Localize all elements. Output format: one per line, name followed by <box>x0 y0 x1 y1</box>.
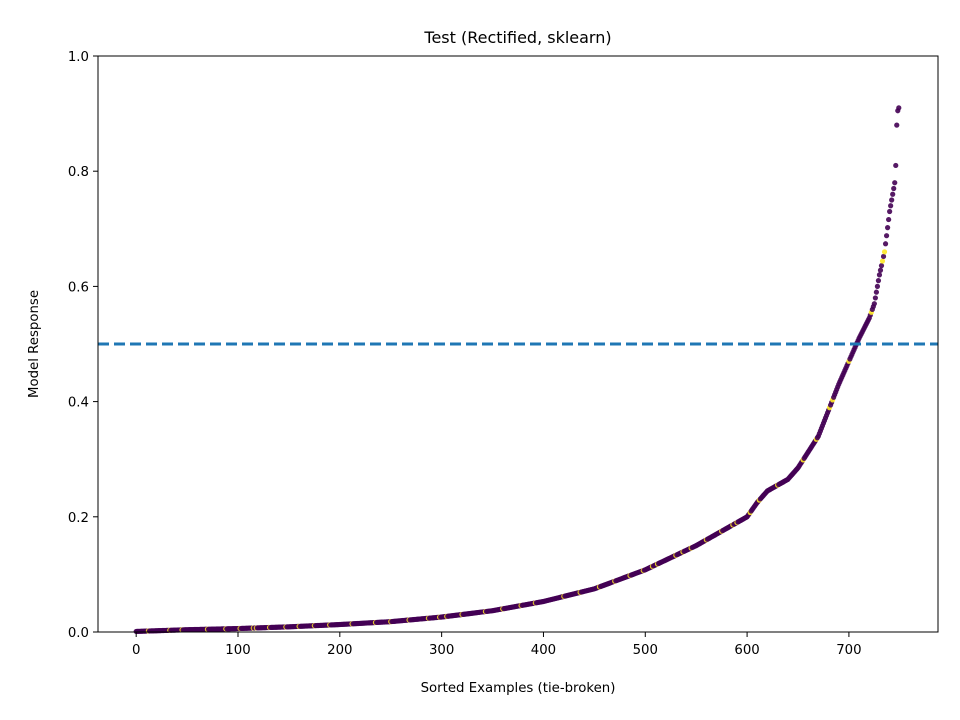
y-tick-label: 0.4 <box>68 396 89 411</box>
data-point-negative <box>893 162 899 169</box>
chart-title: Test (Rectified, sklearn) <box>423 28 611 47</box>
y-tick-label: 0.0 <box>68 626 89 641</box>
data-point-negative <box>875 278 882 284</box>
plot-frame <box>97 55 939 633</box>
data-points <box>133 105 902 635</box>
data-point-negative <box>882 241 889 247</box>
data-point-negative <box>885 225 891 231</box>
x-axis-label: Sorted Examples (tie-broken) <box>421 681 616 696</box>
data-point-negative <box>877 267 884 273</box>
data-point-negative <box>886 216 892 223</box>
data-point-negative <box>871 301 877 307</box>
data-point-negative <box>878 263 885 269</box>
y-axis: 0.0 0.2 0.4 0.6 0.8 1.0 <box>68 50 98 641</box>
data-point-negative <box>874 283 881 289</box>
data-point-negative <box>896 105 902 111</box>
data-point-negative <box>883 233 890 239</box>
y-axis-label: Model Response <box>27 290 42 398</box>
data-point-negative <box>889 197 895 203</box>
x-tick-label: 700 <box>836 643 861 658</box>
data-point-negative <box>888 203 894 209</box>
x-tick-label: 400 <box>531 643 556 658</box>
y-tick-label: 0.6 <box>68 280 89 295</box>
data-point-negative <box>887 208 893 215</box>
data-point-negative <box>873 289 880 295</box>
data-point-negative <box>872 295 878 301</box>
data-point-negative <box>890 191 896 197</box>
x-tick-label: 0 <box>132 643 140 658</box>
data-point-negative <box>892 180 898 186</box>
x-tick-label: 300 <box>429 643 454 658</box>
x-tick-label: 500 <box>633 643 658 658</box>
x-tick-label: 600 <box>734 643 759 658</box>
data-point-negative <box>876 272 883 278</box>
x-axis: 0 100 200 300 400 500 600 700 <box>132 632 862 658</box>
data-point-negative <box>894 122 900 128</box>
data-point-negative <box>880 253 887 260</box>
data-point-positive <box>879 258 886 264</box>
data-point-positive <box>881 249 888 255</box>
y-tick-label: 0.2 <box>68 511 89 526</box>
data-point-negative <box>891 185 897 192</box>
y-tick-label: 0.8 <box>68 165 89 180</box>
y-tick-label: 1.0 <box>68 50 89 65</box>
x-tick-label: 200 <box>327 643 352 658</box>
x-tick-label: 100 <box>225 643 250 658</box>
